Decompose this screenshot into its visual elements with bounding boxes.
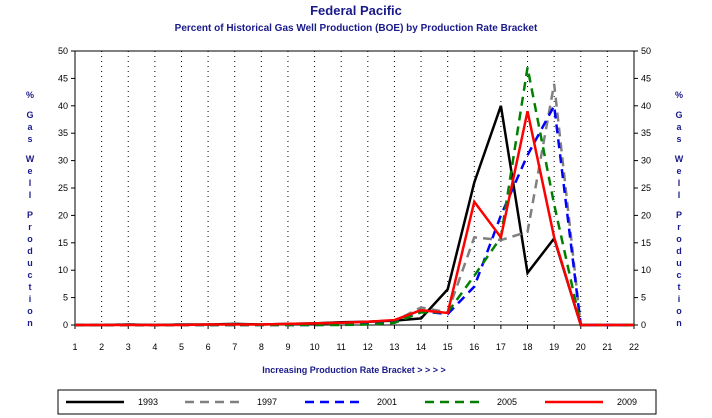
y-axis-label-char: % — [26, 90, 34, 100]
plot-frame — [74, 50, 635, 326]
series-line-1997 — [75, 83, 634, 327]
x-tick-label: 22 — [629, 342, 639, 352]
x-axis-label: Increasing Production Rate Bracket > > >… — [262, 365, 446, 375]
y-axis-label-char: l — [29, 190, 32, 200]
legend-label-2005: 2005 — [497, 397, 517, 407]
legend-label-2001: 2001 — [377, 397, 397, 407]
y-axis-label-char: P — [676, 210, 682, 220]
x-tick-label: 14 — [416, 342, 426, 352]
y-axis-label-char: t — [29, 282, 32, 292]
y-tick-label-right: 30 — [641, 156, 651, 166]
x-tick-label: 10 — [310, 342, 320, 352]
y-axis-label-char: t — [678, 282, 681, 292]
x-tick-label: 17 — [496, 342, 506, 352]
x-tick-label: 8 — [259, 342, 264, 352]
y-tick-label-left: 25 — [58, 183, 68, 193]
x-tick-label: 12 — [363, 342, 373, 352]
y-axis-label-char: i — [29, 294, 32, 304]
y-tick-label-right: 50 — [641, 46, 651, 56]
y-tick-label-right: 35 — [641, 128, 651, 138]
y-axis-label-char: n — [27, 318, 33, 328]
y-tick-label-left: 5 — [63, 293, 68, 303]
x-tick-label: 21 — [602, 342, 612, 352]
y-tick-label-left: 15 — [58, 238, 68, 248]
legend-label-2009: 2009 — [617, 397, 637, 407]
y-tick-label-right: 25 — [641, 183, 651, 193]
y-tick-label-left: 45 — [58, 73, 68, 83]
y-tick-label-left: 10 — [58, 265, 68, 275]
x-tick-label: 1 — [72, 342, 77, 352]
y-tick-label-right: 20 — [641, 210, 651, 220]
y-tick-label-right: 45 — [641, 73, 651, 83]
y-axis-label-char: c — [676, 270, 681, 280]
x-tick-label: 11 — [337, 342, 346, 352]
series-line-2009 — [75, 111, 634, 327]
x-tick-label: 15 — [443, 342, 453, 352]
y-tick-label-left: 50 — [58, 46, 68, 56]
tick-layer: 1 2 3 4 5 6 7 8 9 10 11 12 13 14 15 16 17 18 19 20 21 220 05 51… — [58, 46, 651, 352]
y-axis-label-char: n — [676, 318, 682, 328]
y-axis-label-char: a — [676, 122, 682, 132]
y-axis-label-char: l — [678, 190, 681, 200]
y-axis-label-char: r — [28, 222, 32, 232]
y-axis-label-char: l — [678, 178, 681, 188]
y-axis-label-char: u — [676, 258, 682, 268]
y-axis-label-char: e — [676, 166, 681, 176]
y-axis-label-char: i — [678, 294, 681, 304]
x-tick-label: 3 — [126, 342, 131, 352]
series-layer — [75, 67, 634, 327]
x-tick-label: 5 — [179, 342, 184, 352]
y-axis-label-char: s — [676, 134, 681, 144]
y-axis-label-char: d — [676, 246, 682, 256]
legend-label-1997: 1997 — [257, 397, 277, 407]
grid-layer — [101, 51, 608, 325]
y-axis-label-char: a — [27, 122, 33, 132]
x-tick-label: 2 — [99, 342, 104, 352]
y-axis-label-char: W — [26, 154, 35, 164]
y-tick-label-right: 0 — [641, 320, 646, 330]
y-axis-label-char: e — [27, 166, 32, 176]
y-axis-label-char: c — [27, 270, 32, 280]
x-tick-label: 7 — [232, 342, 237, 352]
x-tick-label: 4 — [152, 342, 157, 352]
y-axis-label-char: o — [27, 234, 33, 244]
x-tick-label: 16 — [469, 342, 479, 352]
y-axis-label-char: o — [676, 234, 682, 244]
y-axis-label-char: d — [27, 246, 33, 256]
y-tick-label-left: 0 — [63, 320, 68, 330]
y-axis-label-char: G — [26, 110, 33, 120]
y-axis-label-char: s — [27, 134, 32, 144]
x-tick-label: 13 — [389, 342, 399, 352]
legend: 1993 1997 2001 2005 2009 — [66, 397, 637, 407]
legend-label-1993: 1993 — [138, 397, 158, 407]
y-axis-label-char: l — [29, 178, 32, 188]
chart-subtitle: Percent of Historical Gas Well Productio… — [175, 23, 538, 34]
y-tick-label-right: 40 — [641, 101, 651, 111]
y-axis-label-char: P — [27, 210, 33, 220]
x-tick-label: 6 — [206, 342, 211, 352]
y-tick-label-left: 40 — [58, 101, 68, 111]
y-tick-label-left: 30 — [58, 156, 68, 166]
y-axis-label-char: o — [27, 306, 33, 316]
y-axis-label-char: u — [27, 258, 33, 268]
x-tick-label: 20 — [576, 342, 586, 352]
y-axis-label-char: % — [675, 90, 683, 100]
y-tick-label-right: 15 — [641, 238, 651, 248]
y-tick-label-right: 10 — [641, 265, 651, 275]
y-tick-label-left: 35 — [58, 128, 68, 138]
y-axis-label-char: o — [676, 306, 682, 316]
x-tick-label: 19 — [549, 342, 559, 352]
y-axis-label-char: W — [675, 154, 684, 164]
y-axis-label-char: G — [675, 110, 682, 120]
x-tick-label: 18 — [523, 342, 533, 352]
y-tick-label-left: 20 — [58, 210, 68, 220]
chart-title: Federal Pacific — [310, 3, 402, 18]
y-axis-label-char: r — [677, 222, 681, 232]
x-tick-label: 9 — [285, 342, 290, 352]
y-tick-label-right: 5 — [641, 293, 646, 303]
